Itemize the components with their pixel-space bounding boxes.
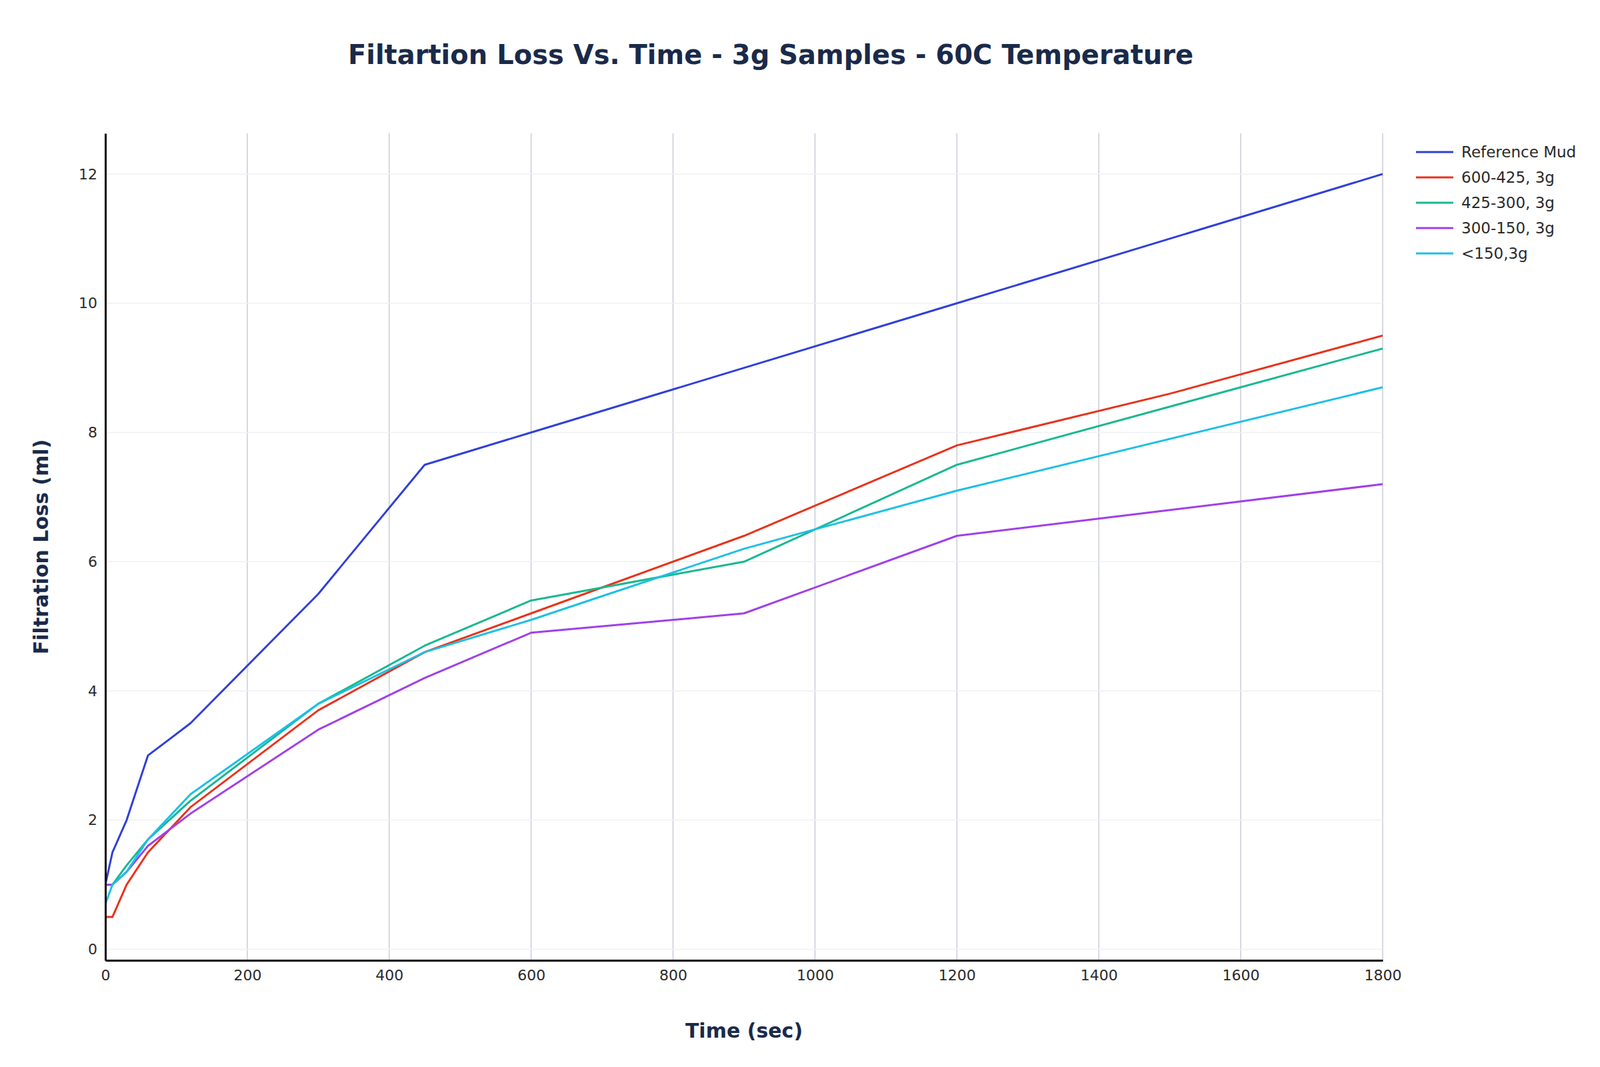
x-tick: 1000 <box>796 960 834 984</box>
legend-label: <150,3g <box>1461 244 1528 262</box>
y-grid-line <box>105 819 1383 821</box>
x-grid-line <box>1098 133 1100 960</box>
x-tick-label: 800 <box>659 966 688 984</box>
x-tick-label: 1000 <box>796 966 834 984</box>
legend-swatch <box>1416 202 1454 204</box>
x-grid-line <box>388 133 390 960</box>
x-tick-label: 1200 <box>938 966 976 984</box>
x-tick: 400 <box>375 960 404 984</box>
x-axis: 0 200 400 600 800 1000 1200 1400 1600 1800 <box>101 960 1402 984</box>
legend-swatch <box>1416 176 1454 179</box>
x-tick: 800 <box>659 960 688 984</box>
y-tick-label: 2 <box>88 811 98 828</box>
y-tick-label: 12 <box>78 166 98 183</box>
x-tick-label: 600 <box>517 966 546 984</box>
legend-swatch <box>1416 151 1454 154</box>
x-grid-line <box>956 133 958 960</box>
x-tick-label: 0 <box>101 966 111 984</box>
y-grid-line <box>105 173 1383 175</box>
x-grid-line <box>530 133 532 960</box>
x-tick: 200 <box>233 960 262 984</box>
legend-label: 600-425, 3g <box>1461 168 1555 186</box>
x-grid-line <box>814 133 816 960</box>
x-tick: 1200 <box>938 960 976 984</box>
legend: Reference Mud 600-425, 3g 425-300, 3g 300-1… <box>1416 143 1576 262</box>
y-axis-title: Filtration Loss (ml) <box>29 439 53 654</box>
series-line <box>105 484 1383 885</box>
y-tick: 12 <box>78 166 106 183</box>
y-tick: 10 <box>78 294 106 312</box>
y-axis-line <box>104 134 107 961</box>
y-grid-line <box>105 302 1383 304</box>
x-grid-line <box>1240 133 1242 960</box>
x-grid-line <box>104 133 106 960</box>
y-tick: 8 <box>88 424 106 441</box>
series-lines <box>105 174 1383 917</box>
legend-label: 300-150, 3g <box>1461 219 1555 237</box>
legend-label: Reference Mud <box>1461 143 1576 161</box>
x-grid-line <box>1382 133 1384 960</box>
x-grid-line <box>672 133 674 960</box>
y-tick-label: 4 <box>88 682 98 700</box>
x-tick-label: 400 <box>375 966 404 984</box>
x-tick: 1400 <box>1080 960 1118 984</box>
series-line <box>105 335 1383 917</box>
legend-swatch <box>1416 252 1454 255</box>
y-grid-line <box>105 948 1383 950</box>
y-tick: 6 <box>88 553 106 570</box>
y-axis: 0 2 4 6 8 10 12 <box>78 134 106 961</box>
grid <box>105 133 1383 960</box>
y-tick-label: 10 <box>78 294 98 312</box>
y-tick-label: 0 <box>88 940 98 958</box>
x-axis-line <box>106 959 1384 962</box>
legend-label: 425-300, 3g <box>1461 194 1555 212</box>
series-line <box>105 174 1383 885</box>
series-line <box>105 348 1383 885</box>
y-tick: 4 <box>88 682 106 700</box>
x-tick: 1800 <box>1364 960 1402 984</box>
x-axis-title: Time (sec) <box>685 1018 803 1042</box>
y-tick: 0 <box>88 940 106 958</box>
y-tick-label: 8 <box>88 424 98 441</box>
x-tick: 0 <box>101 960 111 984</box>
y-tick-label: 6 <box>88 553 98 570</box>
x-tick-label: 1600 <box>1222 966 1260 984</box>
x-grid-line <box>246 133 248 960</box>
x-tick: 1600 <box>1222 960 1260 984</box>
x-tick-label: 200 <box>233 966 262 984</box>
y-grid-line <box>105 690 1383 692</box>
x-tick: 600 <box>517 960 546 984</box>
legend-swatch <box>1416 227 1454 230</box>
x-tick-label: 1400 <box>1080 966 1118 984</box>
x-tick-label: 1800 <box>1364 966 1402 984</box>
title: Filtartion Loss Vs. Time - 3g Samples - … <box>348 39 1194 70</box>
series-line <box>105 387 1383 904</box>
y-tick: 2 <box>88 811 106 828</box>
chart: 0 200 400 600 800 1000 1200 1400 1600 1800 0 2 4 6 8 10… <box>0 0 1600 1067</box>
